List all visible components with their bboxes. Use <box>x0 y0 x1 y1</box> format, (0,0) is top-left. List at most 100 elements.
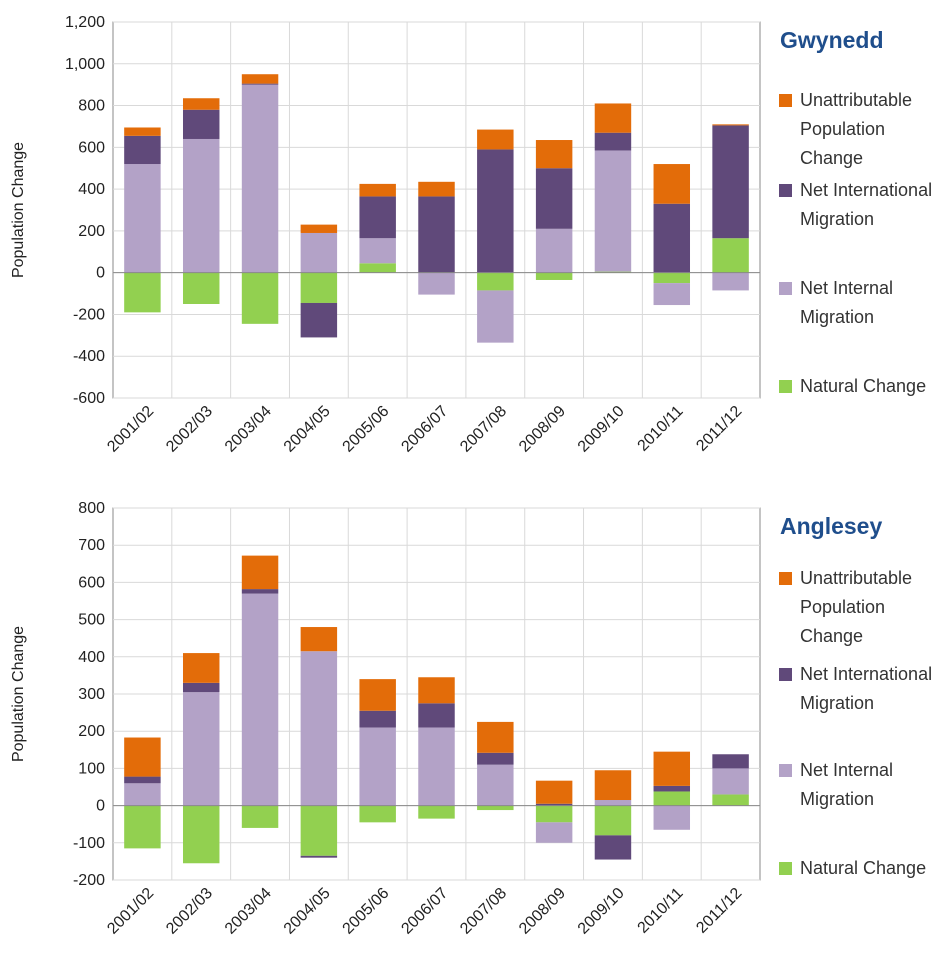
y-tick-label: 200 <box>78 223 105 240</box>
bar-segment <box>594 132 632 151</box>
bar-segment <box>182 805 220 864</box>
x-tick-label: 2009/10 <box>575 403 628 456</box>
legend-swatch <box>779 282 792 295</box>
x-tick-label: 2001/02 <box>104 885 157 938</box>
y-tick-label: 100 <box>78 760 105 777</box>
legend-swatch <box>779 572 792 585</box>
bar-segment <box>653 272 691 284</box>
legend-entry: Net International Migration <box>779 660 943 718</box>
legend-entry: Natural Change <box>779 372 943 401</box>
bar-segment <box>359 196 396 239</box>
y-tick-label: 400 <box>78 649 105 666</box>
x-tick-label: 2010/11 <box>635 885 687 937</box>
bar-segment <box>712 238 749 273</box>
bar-segment <box>241 805 279 828</box>
bar-segment <box>535 140 573 169</box>
bar-segment <box>535 822 573 843</box>
x-tick-label: 2003/04 <box>222 885 275 938</box>
bar-segment <box>359 183 396 197</box>
y-tick-label: -200 <box>73 872 105 889</box>
y-tick-label: 600 <box>78 139 105 156</box>
bar-segment <box>535 228 573 273</box>
bar-segment <box>182 98 220 110</box>
bar-segment <box>477 805 514 811</box>
x-tick-label: 2004/05 <box>281 403 334 456</box>
bar-segment <box>477 129 514 150</box>
x-tick-label: 2001/02 <box>104 403 157 456</box>
bar-segment <box>359 710 396 728</box>
bar-segment <box>300 224 338 233</box>
bar-segment <box>241 593 279 806</box>
bar-segment <box>653 751 691 786</box>
bar-segment <box>359 263 396 273</box>
y-tick-label: 0 <box>96 798 105 815</box>
bar-segment <box>182 682 220 693</box>
x-tick-label: 2004/05 <box>281 885 334 938</box>
bar-segment <box>124 164 161 273</box>
bar-segment <box>594 770 632 801</box>
bar-segment <box>477 752 514 765</box>
y-tick-label: 1,200 <box>65 14 105 31</box>
bar-segment <box>653 203 691 273</box>
bar-segment <box>182 653 220 683</box>
bar-segment <box>594 805 632 836</box>
bar-segment <box>124 127 161 136</box>
bar-segment <box>594 835 632 860</box>
bar-segment <box>418 272 455 295</box>
bar-segment <box>359 679 396 711</box>
y-tick-label: 600 <box>78 574 105 591</box>
x-tick-label: 2007/08 <box>457 403 510 456</box>
bar-segment <box>241 555 279 590</box>
x-tick-label: 2006/07 <box>398 885 451 938</box>
bar-segment <box>477 764 514 806</box>
y-tick-label: 800 <box>78 98 105 115</box>
bar-segment <box>712 768 749 795</box>
legend-entry: Unattributable Population Change <box>779 86 943 173</box>
legend-entry: Unattributable Population Change <box>779 564 943 651</box>
y-axis-label: Population Change <box>10 142 27 278</box>
bar-segment <box>300 272 338 303</box>
bar-segment <box>535 780 573 804</box>
bar-segment <box>241 83 279 85</box>
bar-segment <box>535 805 573 823</box>
y-tick-label: 0 <box>96 265 105 282</box>
legend-swatch <box>779 184 792 197</box>
bar-segment <box>477 149 514 273</box>
x-tick-label: 2009/10 <box>575 885 628 938</box>
bar-segment <box>535 272 573 280</box>
legend-title: Gwynedd <box>780 27 884 53</box>
bar-segment <box>535 168 573 229</box>
legend-entry: Net International Migration <box>779 176 943 234</box>
bar-segment <box>241 84 279 273</box>
bar-segment <box>594 271 632 273</box>
bar-segment <box>594 103 632 133</box>
x-tick-label: 2002/03 <box>163 885 216 938</box>
x-tick-label: 2011/12 <box>693 885 745 937</box>
bar-segment <box>712 794 749 806</box>
y-tick-label: 300 <box>78 686 105 703</box>
y-tick-label: -200 <box>73 306 105 323</box>
y-tick-label: 700 <box>78 537 105 554</box>
bar-segment <box>653 791 691 806</box>
y-tick-label: 200 <box>78 723 105 740</box>
bar-segment <box>300 855 338 858</box>
bar-segment <box>653 283 691 306</box>
bar-segment <box>359 238 396 264</box>
bar-segment <box>182 692 220 806</box>
bar-segment <box>477 290 514 343</box>
legend-entry: Net Internal Migration <box>779 274 943 332</box>
bar-segment <box>712 754 749 769</box>
y-tick-label: -100 <box>73 835 105 852</box>
bar-segment <box>182 138 220 273</box>
bar-segment <box>359 805 396 823</box>
bar-segment <box>653 785 691 792</box>
bar-segment <box>300 805 338 856</box>
bar-segment <box>418 181 455 197</box>
bar-segment <box>712 124 749 126</box>
bar-segment <box>535 803 573 806</box>
bar-segment <box>594 800 632 806</box>
x-tick-label: 2005/06 <box>340 403 393 456</box>
x-tick-label: 2006/07 <box>398 403 451 456</box>
legend-swatch <box>779 764 792 777</box>
